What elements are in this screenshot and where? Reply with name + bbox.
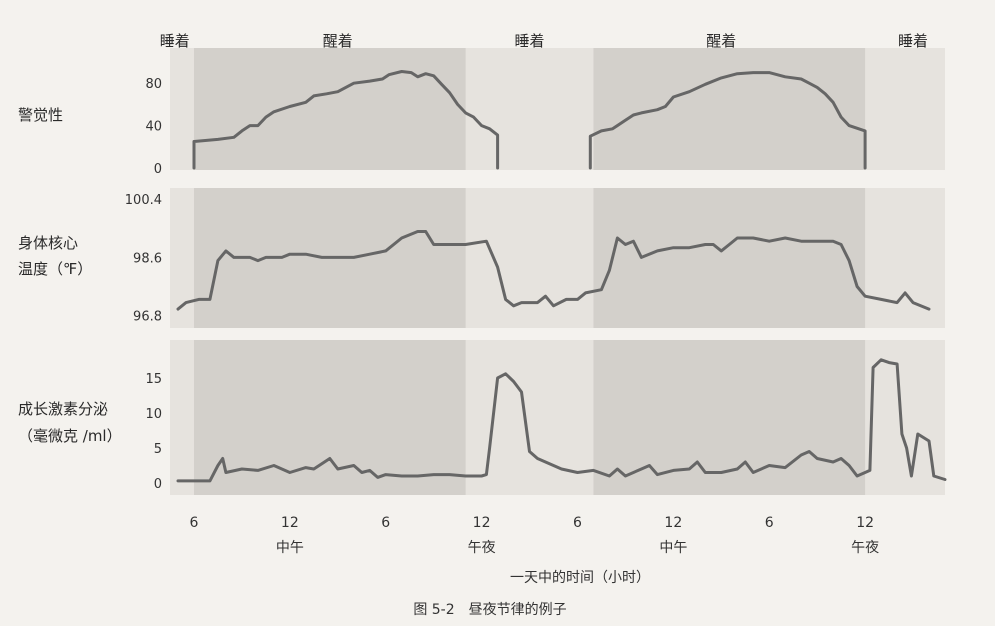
x-tick-label: 12 [664, 515, 682, 531]
y-tick-label: 96.8 [133, 310, 162, 325]
growth-hormone-line [176, 358, 947, 483]
wake-shade [593, 188, 866, 328]
sleep-wake-labels: 睡着 醒着 睡着 醒着 睡着 [160, 32, 928, 50]
state-label: 睡着 [515, 32, 545, 50]
x-tick-label: 6 [381, 515, 390, 531]
y-tick-label: 0 [154, 477, 162, 492]
y-tick-label: 15 [145, 372, 162, 387]
core-temperature-line [176, 230, 931, 311]
x-tick-label: 12 [473, 515, 491, 531]
state-label: 睡着 [898, 32, 928, 50]
y-axis-label: （毫微克 /ml） [18, 427, 122, 445]
x-tick-label: 12 [281, 515, 299, 531]
x-axis-title: 一天中的时间（小时） [510, 570, 650, 586]
x-tick-label: 6 [190, 515, 199, 531]
x-tick-sublabel: 中午 [276, 540, 304, 556]
y-axis-label: 警觉性 [18, 106, 63, 124]
figure-caption: 图 5-2 昼夜节律的例子 [413, 602, 566, 618]
alertness-line [588, 71, 867, 170]
x-tick-label: 6 [573, 515, 582, 531]
y-axis-label: 成长激素分泌 [18, 400, 108, 418]
state-label: 睡着 [160, 32, 190, 50]
y-tick-label: 5 [154, 442, 162, 457]
y-tick-label: 10 [145, 407, 162, 422]
wake-period-shading [170, 48, 945, 495]
x-axis-ticks: 6 12 中午 6 12 午夜 6 12 中午 6 12 午夜 [190, 515, 880, 556]
y-tick-label: 100.4 [125, 193, 162, 208]
y-tick-label: 0 [154, 162, 162, 177]
x-tick-sublabel: 午夜 [468, 540, 496, 556]
x-tick-label: 12 [856, 515, 874, 531]
y-tick-label: 40 [145, 120, 162, 135]
y-tick-label: 98.6 [133, 251, 162, 266]
panel-y-ticks: 80 40 0 100.4 98.6 96.8 15 10 5 0 [125, 77, 162, 492]
y-tick-label: 80 [145, 77, 162, 92]
state-label: 醒着 [706, 32, 736, 50]
state-label: 醒着 [323, 32, 353, 50]
x-tick-label: 6 [765, 515, 774, 531]
data-lines [176, 70, 947, 483]
wake-shade [593, 48, 866, 170]
y-axis-label: 身体核心 [18, 234, 78, 252]
alertness-line [192, 70, 500, 170]
x-tick-sublabel: 午夜 [851, 540, 879, 556]
y-axis-label: 温度（℉） [18, 260, 92, 278]
wake-shade [193, 48, 466, 170]
x-tick-sublabel: 中午 [659, 540, 687, 556]
